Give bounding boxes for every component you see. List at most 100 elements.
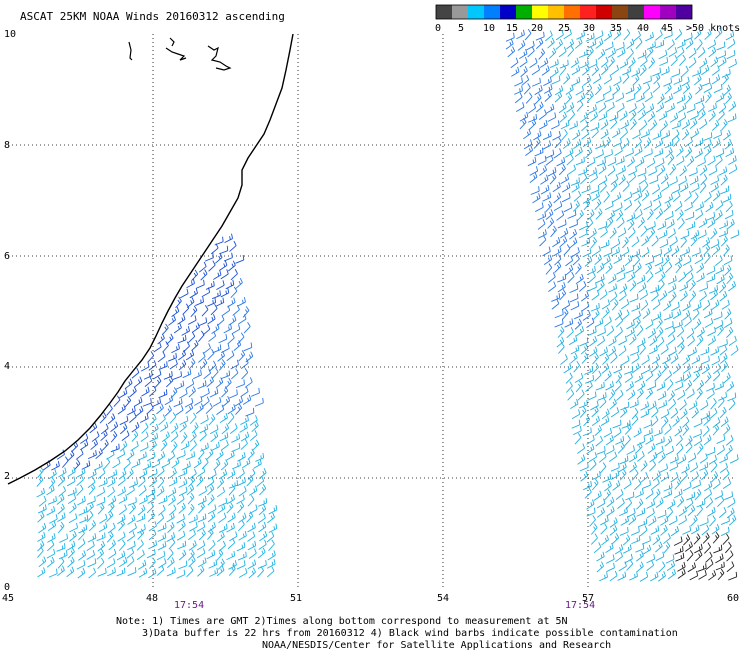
- wind-barb-flag: [99, 448, 103, 453]
- wind-barb: [142, 402, 152, 407]
- wind-barb: [598, 225, 607, 230]
- wind-barb-flag: [684, 506, 687, 512]
- wind-barb: [236, 499, 245, 505]
- wind-barb: [618, 466, 627, 473]
- wind-barb-flag: [671, 39, 675, 45]
- wind-barb: [528, 123, 537, 130]
- wind-barb: [608, 350, 616, 357]
- wind-barb: [544, 88, 553, 94]
- wind-barb: [627, 223, 635, 231]
- wind-barb-flag: [593, 349, 596, 353]
- wind-barb: [581, 69, 590, 76]
- wind-barb: [238, 318, 247, 325]
- wind-barb-flag: [698, 546, 701, 551]
- wind-barb-flag: [667, 201, 671, 207]
- wind-barb-flag: [605, 111, 608, 117]
- wind-barb: [57, 507, 65, 515]
- wind-barb: [703, 196, 712, 203]
- wind-barb: [177, 339, 187, 344]
- wind-barb-flag: [674, 346, 677, 352]
- wind-barb: [719, 295, 727, 302]
- wind-barb-flag: [713, 105, 715, 109]
- wind-barb-flag: [625, 72, 630, 78]
- wind-barb: [198, 356, 206, 363]
- wind-barb: [581, 124, 589, 132]
- wind-barb: [227, 337, 235, 345]
- wind-barb: [112, 462, 121, 469]
- wind-barb: [198, 506, 205, 514]
- wind-barb: [566, 106, 575, 113]
- wind-barb-flag: [698, 151, 701, 155]
- wind-barb-flag: [90, 501, 94, 507]
- wind-barb: [617, 576, 626, 581]
- wind-barb: [629, 456, 638, 463]
- wind-barb: [710, 351, 719, 356]
- wind-barb-flag: [669, 370, 672, 376]
- wind-barb-flag: [614, 524, 618, 530]
- wind-barb-flag: [713, 155, 716, 161]
- wind-barb: [646, 225, 656, 231]
- wind-barb-flag: [227, 380, 230, 385]
- wind-barb-flag: [618, 257, 620, 261]
- wind-barb-flag: [691, 335, 695, 341]
- wind-barb: [704, 33, 712, 40]
- wind-barb-flag: [167, 431, 170, 437]
- wind-barb-flag: [564, 230, 567, 235]
- wind-barb: [720, 178, 728, 186]
- wind-barb: [169, 363, 178, 370]
- wind-barb-flag: [230, 502, 234, 507]
- wind-barb: [611, 243, 620, 249]
- wind-barb-flag: [609, 473, 612, 479]
- wind-barb-flag: [225, 334, 228, 340]
- wind-barb-flag: [177, 325, 180, 330]
- wind-barb-flag: [211, 348, 215, 354]
- wind-barb-flag: [736, 454, 739, 460]
- wind-barb-flag: [604, 574, 606, 579]
- wind-barb-flag: [165, 434, 168, 438]
- wind-barb-flag: [193, 451, 195, 457]
- wind-barb: [633, 35, 641, 42]
- wind-barb-flag: [689, 41, 692, 45]
- wind-barb: [680, 240, 687, 248]
- wind-barb-flag: [690, 201, 693, 207]
- wind-barb-flag: [263, 468, 267, 473]
- wind-barb-flag: [559, 38, 563, 44]
- legend-swatch: [644, 5, 660, 19]
- wind-barb: [147, 498, 156, 504]
- wind-barb-flag: [641, 216, 645, 222]
- wind-barb-flag: [263, 504, 267, 510]
- wind-barb-flag: [83, 560, 86, 566]
- wind-barb-flag: [605, 310, 609, 314]
- wind-barb: [213, 274, 222, 280]
- wind-barb-flag: [632, 85, 635, 91]
- wind-barb: [215, 381, 224, 389]
- wind-barb-flag: [645, 571, 649, 577]
- wind-barb: [604, 205, 614, 211]
- wind-barb-flag: [662, 223, 665, 228]
- wind-barb-flag: [162, 535, 165, 539]
- wind-barb: [139, 499, 148, 505]
- wind-barb: [682, 87, 690, 95]
- wind-barb: [46, 553, 56, 559]
- wind-barb-flag: [632, 172, 637, 177]
- wind-barb-flag: [647, 547, 649, 552]
- wind-barb: [647, 385, 656, 391]
- wind-barb: [108, 473, 117, 479]
- wind-barb-flag: [92, 535, 95, 540]
- wind-barb-flag: [623, 286, 626, 290]
- wind-barb-flag: [731, 507, 735, 513]
- wind-barb-flag: [190, 352, 193, 357]
- wind-barb: [642, 369, 651, 375]
- wind-barb: [557, 330, 565, 338]
- wind-barb: [693, 368, 703, 374]
- wind-barb-flag: [213, 360, 217, 366]
- wind-barb-flag: [586, 78, 589, 82]
- wind-barb-flag: [661, 427, 663, 433]
- wind-barb-flag: [206, 423, 209, 430]
- wind-barb: [67, 498, 76, 504]
- wind-barb-flag: [175, 422, 179, 428]
- wind-barb-flag: [603, 163, 607, 169]
- wind-barb: [602, 357, 610, 365]
- wind-barb-flag: [650, 91, 653, 97]
- wind-barb-flag: [624, 571, 627, 577]
